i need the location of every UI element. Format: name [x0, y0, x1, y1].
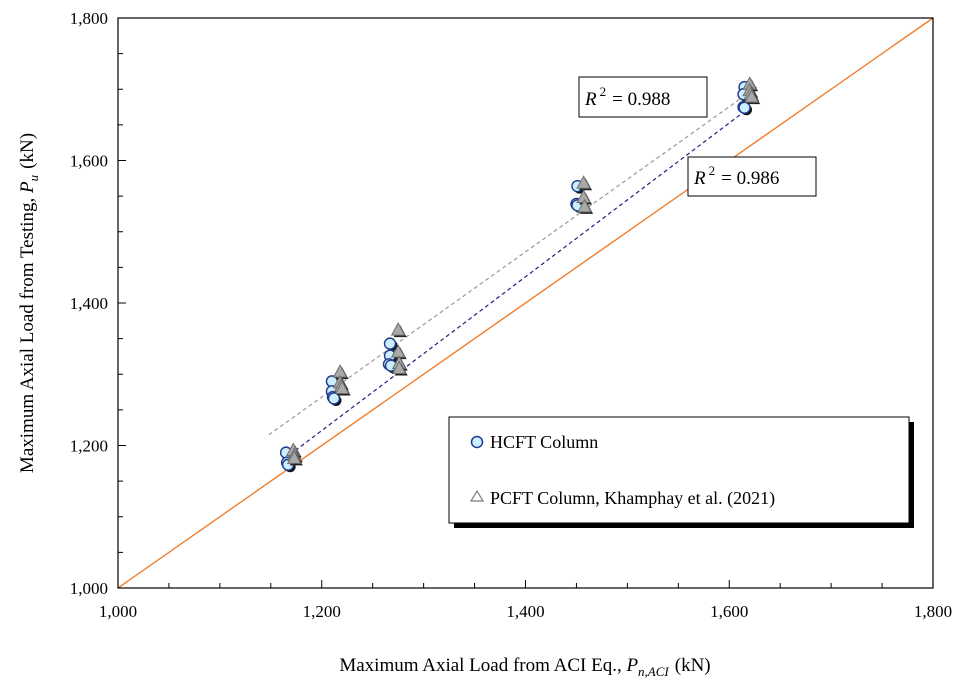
- pcft-point: [286, 450, 302, 464]
- x-tick-label: 1,800: [914, 602, 952, 621]
- svg-text:R2= 0.988: R 2 = 0.988: [584, 84, 670, 110]
- y-tick-label: 1,600: [70, 152, 108, 171]
- x-tick-label: 1,200: [303, 602, 341, 621]
- x-axis-title: Maximum Axial Load from ACI Eq., Pn,ACI(…: [339, 655, 710, 679]
- pcft-point: [577, 198, 592, 213]
- pcft-point: [391, 360, 407, 375]
- y-tick-label: 1,800: [70, 9, 108, 28]
- line-hcft-trend: [283, 109, 747, 460]
- hcft-point: [383, 337, 397, 350]
- legend-label-hcft: HCFT Column: [490, 432, 598, 452]
- axis-ticks: [117, 17, 934, 589]
- hcft-point: [327, 392, 341, 405]
- x-tick-label: 1,400: [506, 602, 544, 621]
- x-tick-label: 1,600: [710, 602, 748, 621]
- pcft-point: [390, 322, 406, 336]
- line-pcft-trend: [268, 86, 758, 436]
- tick-labels: 1,000 1,200 1,400 1,600 1,800 1,000 1,200 1,400…: [70, 9, 952, 621]
- y-axis-title: Maximum Axial Load from Testing, Pu(kN): [17, 133, 41, 473]
- pcft-point: [334, 380, 350, 394]
- pcft-point: [576, 175, 591, 189]
- r2-annotation-pcft: R 2 = 0.988: [578, 76, 708, 118]
- y-tick-label: 1,000: [70, 579, 108, 598]
- r2-annotation-hcft: R 2 = 0.986: [687, 156, 817, 197]
- y-tick-label: 1,200: [70, 437, 108, 456]
- svg-text:R2= 0.986: R 2 = 0.986: [693, 163, 779, 189]
- line-equality: [117, 17, 934, 589]
- pcft-point: [744, 89, 760, 103]
- reference-lines: [117, 17, 934, 589]
- pcft-point: [390, 344, 406, 358]
- x-tick-label: 1,000: [99, 602, 137, 621]
- data-points: [279, 76, 761, 473]
- legend-label-pcft: PCFT Column, Khamphay et al. (2021): [490, 488, 775, 509]
- legend: HCFT Column PCFT Column, Khamphay et al.…: [448, 416, 914, 528]
- legend-marker-pcft: [469, 489, 485, 502]
- legend-marker-hcft: [470, 435, 484, 449]
- y-tick-label: 1,400: [70, 294, 108, 313]
- legend-box: [448, 416, 910, 524]
